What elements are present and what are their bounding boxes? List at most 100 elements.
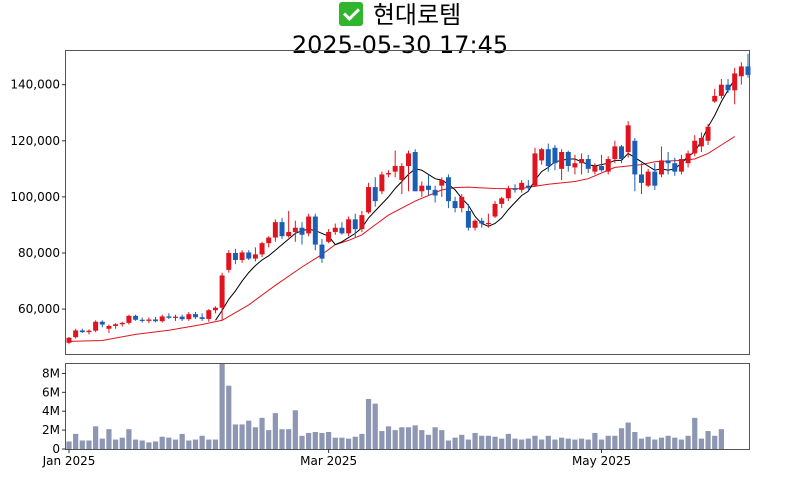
volume-axis: 0 2M 4M 6M 8M	[42, 366, 66, 456]
volume-bar	[425, 434, 432, 449]
volume-bar	[86, 440, 92, 449]
candle-body	[485, 222, 491, 225]
volume-bar	[545, 435, 551, 449]
volume-bar	[412, 425, 418, 449]
volume-bar	[645, 436, 651, 449]
candle-body	[632, 140, 638, 175]
candle-body	[619, 146, 625, 160]
volume-bar	[365, 398, 372, 449]
volume-bar	[246, 420, 252, 449]
candle-body	[559, 152, 565, 169]
volume-bar	[226, 385, 232, 449]
volume-bar	[572, 439, 578, 449]
volume-bar	[286, 429, 292, 449]
volume-bar	[126, 429, 132, 449]
candle-body	[173, 316, 179, 318]
volume-bar	[252, 427, 258, 449]
volume-bar	[259, 417, 265, 449]
volume-bar	[598, 439, 605, 449]
candle-body	[465, 210, 471, 228]
volume-bar	[698, 438, 705, 449]
candle-body	[685, 153, 691, 164]
candle-body	[519, 182, 525, 190]
volume-bar	[405, 427, 412, 449]
candle-body	[612, 146, 618, 160]
price-tick-label: 120,000	[10, 134, 60, 148]
candle-body	[366, 187, 372, 213]
candle-body	[332, 227, 338, 232]
candle-body	[512, 188, 518, 190]
candle-body	[232, 253, 238, 261]
candle-body	[239, 252, 245, 261]
volume-bar	[399, 427, 405, 449]
volume-bar	[618, 428, 625, 449]
candle-body	[186, 314, 192, 320]
candle-body	[638, 174, 644, 183]
volume-bar	[359, 433, 365, 449]
candle-body	[79, 330, 85, 333]
candle-body	[126, 315, 132, 323]
volume-bar	[665, 435, 671, 449]
volume-bar	[465, 439, 472, 449]
stock-name: 현대로템	[372, 1, 462, 29]
candle-body	[692, 140, 698, 154]
candle-body	[658, 160, 664, 175]
candle-body	[645, 171, 651, 186]
volume-bar	[692, 417, 698, 449]
candle-body	[346, 219, 352, 234]
candle-body	[306, 216, 312, 234]
volume-bar	[512, 438, 518, 449]
volume-bar	[66, 441, 72, 449]
price-panel-frame	[65, 50, 750, 355]
volume-bar	[159, 436, 165, 449]
candle-body	[672, 163, 678, 172]
volume-bar	[152, 441, 159, 449]
candle-body	[532, 153, 538, 186]
candle-body	[119, 322, 125, 325]
price-tick-label: 100,000	[10, 190, 60, 204]
candle-body	[665, 160, 671, 164]
candle-body	[439, 180, 445, 186]
volume-bar	[146, 442, 152, 449]
candle-body	[166, 316, 172, 318]
volume-bar	[445, 440, 452, 449]
volume-bar	[479, 435, 485, 449]
volume-bar	[678, 439, 685, 449]
price-axis: 60,000 80,000 100,000 120,000 140,000	[10, 78, 66, 316]
candle-body	[299, 227, 305, 235]
ma-short-line	[215, 78, 736, 321]
x-tick-label: Mar 2025	[300, 454, 357, 468]
volume-bar	[119, 437, 125, 449]
candle-body	[625, 125, 631, 152]
volume-bar	[439, 430, 445, 449]
volume-bar	[372, 403, 378, 449]
volume-bar	[192, 439, 199, 449]
candle-body	[505, 188, 511, 199]
candle-body	[745, 66, 751, 75]
x-tick-label: May 2025	[572, 454, 631, 468]
candle-body	[499, 198, 505, 204]
candle-body	[319, 244, 325, 259]
candle-body	[565, 152, 571, 167]
volume-bar	[638, 438, 645, 449]
volume-bar	[332, 437, 338, 449]
candle-body	[539, 149, 545, 161]
volume-bar	[272, 413, 278, 449]
candle-body	[139, 319, 145, 321]
candle-body	[159, 316, 165, 322]
volume-bar	[499, 438, 505, 449]
volume-bar	[472, 432, 478, 449]
candle-body	[492, 203, 498, 217]
volume-bar	[312, 432, 318, 449]
candle-body	[272, 222, 278, 238]
candle-body	[419, 185, 425, 192]
price-tick-label: 60,000	[18, 302, 60, 316]
volume-bars-layer	[66, 364, 724, 449]
candle-body	[592, 166, 598, 172]
volume-bar	[319, 432, 325, 449]
candle-body	[479, 220, 485, 224]
volume-bar	[585, 439, 591, 449]
candle-body	[339, 227, 345, 234]
candle-body	[452, 201, 458, 209]
volume-bar	[199, 435, 205, 449]
